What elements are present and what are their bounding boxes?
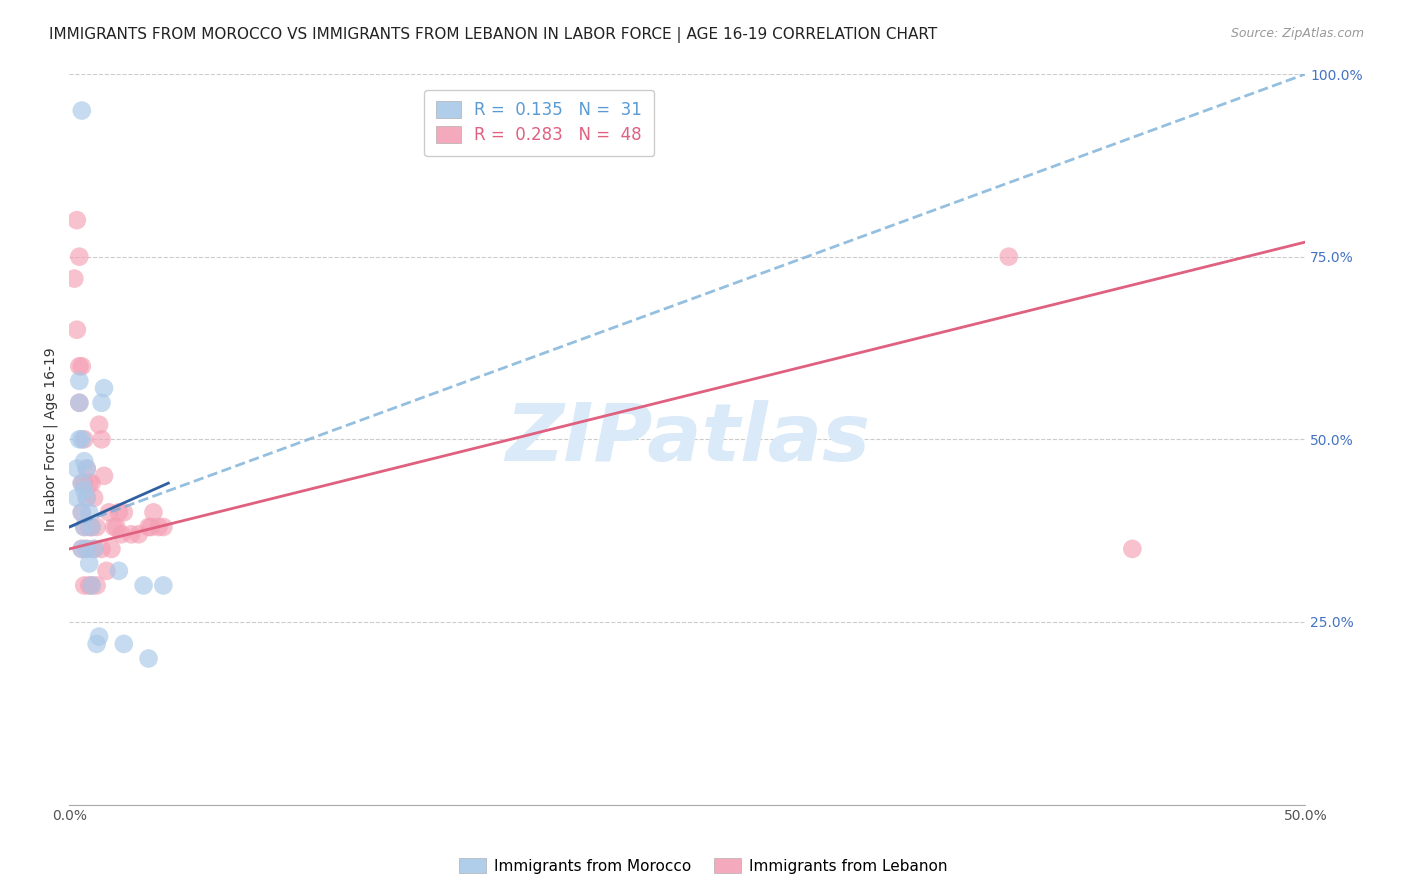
Point: [76, 541, 98, 556]
Point: [454, 118, 477, 132]
Text: IMMIGRANTS FROM MOROCCO VS IMMIGRANTS FROM LEBANON IN LABOR FORCE | AGE 16-19 CO: IMMIGRANTS FROM MOROCCO VS IMMIGRANTS FR…: [49, 27, 938, 43]
Point: [76, 491, 98, 505]
Point: [73, 476, 96, 491]
Point: [80, 476, 103, 491]
Point: [80, 578, 103, 592]
Point: [70, 541, 93, 556]
Point: [80, 520, 103, 534]
Point: [80, 520, 103, 534]
Y-axis label: In Labor Force | Age 16-19: In Labor Force | Age 16-19: [44, 348, 58, 531]
Point: [76, 541, 98, 556]
Point: [70, 359, 93, 374]
Point: [96, 564, 118, 578]
Point: [138, 520, 160, 534]
Point: [120, 527, 142, 541]
Point: [67, 396, 90, 410]
Point: [67, 359, 90, 374]
Point: [112, 505, 135, 519]
Point: [103, 520, 125, 534]
Point: [70, 476, 93, 491]
Point: [73, 520, 96, 534]
Point: [152, 578, 174, 592]
Point: [105, 520, 128, 534]
Point: [108, 564, 131, 578]
Point: [76, 461, 98, 475]
Point: [142, 505, 165, 519]
Point: [67, 250, 90, 264]
Point: [80, 578, 103, 592]
Point: [132, 578, 155, 592]
Point: [66, 323, 89, 337]
Point: [139, 520, 162, 534]
Point: [128, 527, 150, 541]
Point: [73, 483, 96, 498]
Point: [87, 417, 110, 432]
Text: Source: ZipAtlas.com: Source: ZipAtlas.com: [1230, 27, 1364, 40]
Point: [63, 271, 86, 285]
Point: [73, 433, 96, 447]
Point: [86, 520, 108, 534]
Point: [148, 520, 170, 534]
Point: [93, 468, 115, 483]
Point: [83, 541, 105, 556]
Point: [77, 578, 100, 592]
Point: [110, 527, 132, 541]
Point: [73, 454, 96, 468]
Legend: R =  0.135   N =  31, R =  0.283   N =  48: R = 0.135 N = 31, R = 0.283 N = 48: [425, 90, 654, 156]
Point: [70, 103, 93, 118]
Point: [67, 374, 90, 388]
Point: [77, 557, 100, 571]
Point: [66, 461, 89, 475]
Point: [73, 520, 96, 534]
Point: [138, 651, 160, 665]
Point: [66, 491, 89, 505]
Point: [77, 520, 100, 534]
Text: ZIPatlas: ZIPatlas: [505, 401, 870, 478]
Point: [1121, 541, 1143, 556]
Point: [90, 396, 112, 410]
Point: [70, 505, 93, 519]
Point: [100, 541, 122, 556]
Point: [70, 541, 93, 556]
Point: [77, 476, 100, 491]
Point: [76, 461, 98, 475]
Point: [70, 433, 93, 447]
Point: [67, 396, 90, 410]
Point: [70, 476, 93, 491]
Point: [73, 578, 96, 592]
Point: [76, 491, 98, 505]
Point: [70, 505, 93, 519]
Point: [112, 637, 135, 651]
Point: [87, 630, 110, 644]
Point: [90, 541, 112, 556]
Point: [98, 505, 121, 519]
Point: [93, 381, 115, 395]
Point: [83, 491, 105, 505]
Point: [66, 213, 89, 227]
Point: [90, 433, 112, 447]
Point: [86, 578, 108, 592]
Point: [152, 520, 174, 534]
Point: [108, 505, 131, 519]
Legend: Immigrants from Morocco, Immigrants from Lebanon: Immigrants from Morocco, Immigrants from…: [453, 852, 953, 880]
Point: [86, 637, 108, 651]
Point: [77, 505, 100, 519]
Point: [67, 433, 90, 447]
Point: [997, 250, 1019, 264]
Point: [83, 541, 105, 556]
